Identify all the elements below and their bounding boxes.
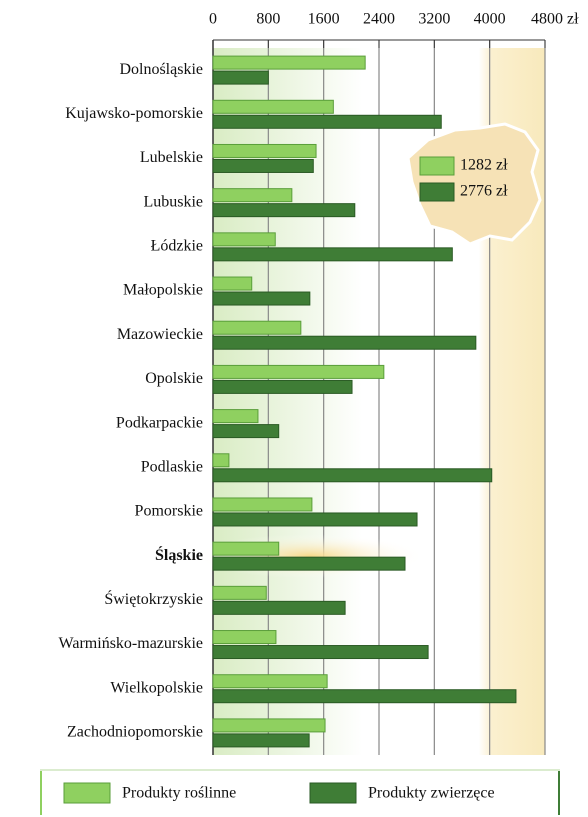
y-tick-label: Małopolskie: [123, 282, 203, 299]
bar: [212, 188, 293, 203]
y-tick-label: Podlaskie: [141, 458, 203, 475]
legend-swatch: [309, 782, 357, 804]
y-tick-label: Łódzkie: [151, 238, 203, 255]
x-tick-label: 1600: [308, 11, 340, 28]
bar: [212, 468, 493, 483]
annotation: 2776 zł: [460, 183, 508, 200]
legend-box: [40, 770, 560, 815]
y-tick-label: Pomorskie: [135, 503, 203, 520]
bar: [212, 497, 313, 512]
bar: [212, 335, 477, 350]
y-tick-label: Warmińsko-mazurskie: [59, 635, 203, 652]
y-tick-label: Mazowieckie: [117, 326, 203, 343]
bar: [212, 232, 276, 247]
bar: [212, 585, 267, 600]
highlight-glow: [195, 534, 425, 579]
x-tick-label: 800: [256, 11, 280, 28]
bar: [212, 718, 326, 733]
bar: [212, 143, 317, 158]
bar: [212, 556, 406, 571]
legend-label: Produkty zwierzęce: [368, 785, 495, 802]
x-tick-label: 4800 zł: [531, 11, 579, 28]
y-tick-label: Zachodniopomorskie: [67, 724, 203, 741]
bar: [212, 70, 269, 85]
bar: [212, 541, 280, 556]
bar: [212, 424, 280, 439]
bar: [212, 55, 366, 70]
bar: [212, 409, 259, 424]
legend-swatch: [63, 782, 111, 804]
bar: [212, 291, 311, 306]
annotation-swatch: [419, 182, 455, 202]
bar: [212, 158, 314, 173]
y-tick-label: Podkarpackie: [116, 414, 203, 431]
y-tick-label: Śląskie: [155, 545, 203, 564]
x-tick-label: 2400: [363, 11, 395, 28]
bar: [212, 645, 429, 660]
y-tick-label: Świętokrzyskie: [104, 589, 203, 608]
bar: [212, 364, 385, 379]
bar: [212, 674, 328, 689]
y-tick-label: Kujawsko-pomorskie: [65, 105, 203, 122]
y-tick-label: Wielkopolskie: [110, 679, 203, 696]
y-tick-label: Lubuskie: [143, 193, 203, 210]
legend-label: Produkty roślinne: [122, 785, 236, 802]
y-tick-label: Lubelskie: [140, 149, 203, 166]
x-tick-label: 3200: [418, 11, 450, 28]
bar: [212, 630, 277, 645]
bar: [212, 114, 442, 129]
map-poland: [406, 122, 542, 246]
x-tick-label: 4000: [474, 11, 506, 28]
bar: [212, 453, 230, 468]
y-tick-label: Dolnośląskie: [119, 61, 203, 78]
bar: [212, 99, 334, 114]
bar: [212, 247, 453, 262]
bar: [212, 689, 517, 704]
annotation: 1282 zł: [460, 157, 508, 174]
y-tick-label: Opolskie: [145, 370, 203, 387]
annotation-swatch: [419, 156, 455, 176]
bar: [212, 203, 356, 218]
bar: [212, 733, 310, 748]
bar: [212, 320, 302, 335]
x-tick-label: 0: [209, 11, 217, 28]
bar: [212, 512, 418, 527]
bar: [212, 600, 346, 615]
bar: [212, 379, 353, 394]
bar: [212, 276, 253, 291]
